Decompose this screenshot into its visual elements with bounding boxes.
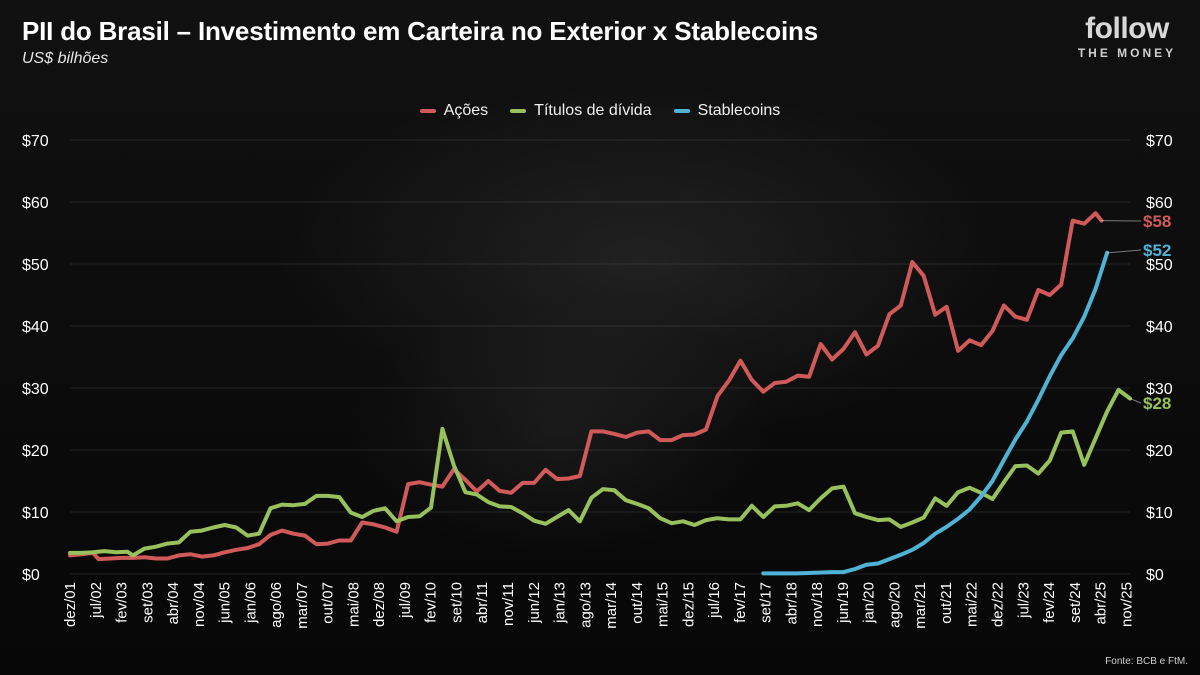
brand-logo: follow THE MONEY xyxy=(1072,12,1182,61)
legend-item-titulos: Títulos de dívida xyxy=(510,102,652,120)
chart-title: PII do Brasil – Investimento em Carteira… xyxy=(22,16,818,46)
x-tick-label: dez/15 xyxy=(680,582,697,627)
y-tick-label-right: $50 xyxy=(1146,257,1173,274)
x-tick-label: dez/22 xyxy=(990,582,1007,627)
y-tick-label-right: $10 xyxy=(1146,505,1173,522)
x-tick-label: set/24 xyxy=(1067,582,1084,623)
end-label-stablecoins: $52 xyxy=(1143,241,1171,260)
x-tick-label: mar/14 xyxy=(603,582,620,629)
x-tick-label: dez/01 xyxy=(62,582,79,627)
y-tick-label-left: $20 xyxy=(22,443,49,460)
x-tick-label: jun/12 xyxy=(526,582,543,624)
series-line-stablecoins xyxy=(761,250,1110,576)
series-line-titulos xyxy=(68,387,1132,558)
x-tick-label: jul/23 xyxy=(1015,582,1032,619)
y-tick-label-right: $30 xyxy=(1146,381,1173,398)
y-tick-label-right: $0 xyxy=(1146,567,1164,584)
x-tick-label: nov/11 xyxy=(500,582,517,626)
x-tick-label: abr/18 xyxy=(783,582,800,625)
y-tick-label-left: $10 xyxy=(22,505,49,522)
x-tick-label: fev/03 xyxy=(114,582,131,623)
y-tick-label-left: $50 xyxy=(22,257,49,274)
chart-subtitle: US$ bilhões xyxy=(22,50,109,67)
end-label-titulos: $28 xyxy=(1143,394,1171,413)
x-tick-label: nov/04 xyxy=(191,582,208,627)
x-tick-label: fev/17 xyxy=(732,582,749,623)
x-tick-label: jan/13 xyxy=(552,582,569,624)
x-tick-label: jan/20 xyxy=(861,582,878,624)
source-note: Fonte: BCB e FtM. xyxy=(1105,656,1188,667)
x-tick-label: jun/19 xyxy=(835,582,852,624)
x-tick-label: jul/09 xyxy=(397,582,414,619)
x-tick-label: set/17 xyxy=(758,582,775,623)
end-label-leader xyxy=(1107,249,1142,254)
x-tick-label: abr/11 xyxy=(474,582,491,623)
x-tick-label: mai/22 xyxy=(964,582,981,627)
y-tick-label-left: $30 xyxy=(22,381,49,398)
legend-swatch-acoes xyxy=(419,109,436,113)
y-tick-label-left: $0 xyxy=(22,567,40,584)
x-tick-label: set/03 xyxy=(139,582,156,623)
x-tick-label: out/14 xyxy=(629,582,646,624)
y-tick-label-right: $20 xyxy=(1146,443,1173,460)
series-line-acoes xyxy=(68,211,1104,562)
x-tick-label: ago/20 xyxy=(886,582,903,628)
x-tick-label: jun/05 xyxy=(217,582,234,624)
y-tick-label-left: $60 xyxy=(22,195,49,212)
end-label-acoes: $58 xyxy=(1143,212,1171,231)
x-tick-label: nov/18 xyxy=(809,582,826,627)
x-tick-label: ago/06 xyxy=(268,582,285,628)
x-tick-label: jul/16 xyxy=(706,582,723,619)
chart-legend: Ações Títulos de dívida Stablecoins xyxy=(0,102,1200,120)
x-tick-label: mar/21 xyxy=(912,582,929,629)
x-tick-label: abr/25 xyxy=(1093,582,1110,625)
x-tick-label: jul/02 xyxy=(88,582,105,619)
legend-item-acoes: Ações xyxy=(419,102,489,120)
x-tick-label: fev/24 xyxy=(1041,582,1058,623)
x-tick-label: mai/15 xyxy=(655,582,672,627)
y-tick-label-right: $40 xyxy=(1146,319,1173,336)
legend-swatch-stablecoins xyxy=(673,109,690,113)
x-tick-label: abr/04 xyxy=(165,582,182,625)
x-tick-label: jan/06 xyxy=(242,582,259,624)
x-tick-label: set/10 xyxy=(448,582,465,623)
y-tick-label-left: $70 xyxy=(22,133,49,150)
y-tick-label-right: $70 xyxy=(1146,133,1173,150)
y-tick-label-right: $60 xyxy=(1146,195,1173,212)
logo-main-text: follow xyxy=(1085,12,1169,45)
x-tick-label: out/07 xyxy=(320,582,337,624)
x-tick-label: fev/10 xyxy=(423,582,440,623)
x-tick-label: ago/13 xyxy=(577,582,594,628)
end-label-leader xyxy=(1129,398,1142,404)
x-tick-label: dez/08 xyxy=(371,582,388,627)
x-tick-label: nov/25 xyxy=(1118,582,1135,627)
legend-label-titulos: Títulos de dívida xyxy=(534,102,652,119)
legend-swatch-titulos xyxy=(510,109,527,113)
x-tick-label: out/21 xyxy=(938,582,955,624)
legend-label-stablecoins: Stablecoins xyxy=(697,102,781,119)
x-tick-label: mar/07 xyxy=(294,582,311,629)
y-tick-label-left: $40 xyxy=(22,319,49,336)
legend-item-stablecoins: Stablecoins xyxy=(673,102,781,120)
legend-label-acoes: Ações xyxy=(443,102,489,119)
logo-sub-text: THE MONEY xyxy=(1077,46,1177,60)
x-tick-label: mai/08 xyxy=(345,582,362,627)
